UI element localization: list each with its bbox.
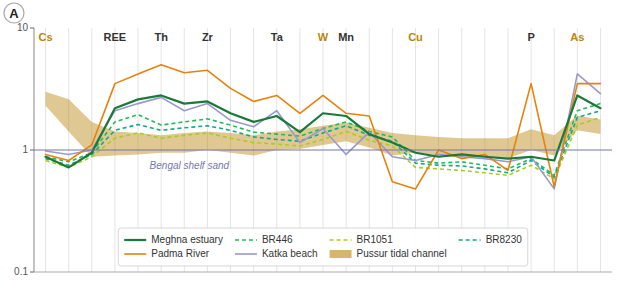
y-tick-label: 10 <box>17 22 29 33</box>
annotation: Cu <box>408 31 423 43</box>
annotation: REE <box>104 31 127 43</box>
legend-label: BR1051 <box>357 234 394 245</box>
legend: Meghna estuary BR446 BR1051 BR8230 Padma Riv… <box>118 228 528 266</box>
annotation: Cs <box>39 31 53 43</box>
legend-swatch <box>235 239 257 241</box>
plot-area <box>34 65 612 189</box>
line <box>46 65 601 189</box>
legend-label: Katka beach <box>262 248 318 259</box>
legend-item: Pussur tidal channel <box>330 248 447 259</box>
annotation: W <box>318 31 329 43</box>
legend-item: Meghna estuary <box>124 234 223 245</box>
chart: 0.1 1 10 Cs REE Th Zr Ta W Mn Cu P As Bengal shelf sa… <box>0 0 621 282</box>
legend-swatch <box>330 250 352 258</box>
panel-label: A <box>4 3 24 23</box>
panel-label-text: A <box>9 6 19 21</box>
annotation: Zr <box>202 31 214 43</box>
legend-swatch <box>124 253 146 255</box>
annotation: P <box>527 31 534 43</box>
legend-label: BR446 <box>262 234 293 245</box>
legend-label: BR8230 <box>486 234 523 245</box>
legend-item: BR446 <box>235 234 293 245</box>
annotation: As <box>570 31 584 43</box>
legend-item: Padma River <box>124 248 209 259</box>
legend-swatch <box>235 253 257 255</box>
line <box>46 74 601 189</box>
legend-item: BR1051 <box>330 234 394 245</box>
y-tick <box>30 28 34 29</box>
legend-frame <box>118 228 528 266</box>
legend-item: Katka beach <box>235 248 318 259</box>
y-tick-label: 1 <box>22 144 28 155</box>
y-tick <box>30 272 34 273</box>
legend-item: BR8230 <box>459 234 523 245</box>
legend-swatch <box>124 239 146 241</box>
line <box>46 95 601 167</box>
legend-label: Pussur tidal channel <box>357 248 447 259</box>
legend-label: Meghna estuary <box>151 234 223 245</box>
legend-swatch <box>330 239 352 241</box>
annotation: Th <box>154 31 168 43</box>
legend-label: Padma River <box>151 248 209 259</box>
legend-swatch <box>459 239 481 241</box>
line <box>46 111 601 177</box>
annotations: Cs REE Th Zr Ta W Mn Cu P As Bengal shelf sand <box>39 31 585 171</box>
panel-label-circle <box>4 3 24 23</box>
y-tick <box>30 150 34 151</box>
note: Bengal shelf sand <box>150 160 230 171</box>
axes: 0.1 1 10 <box>14 22 612 277</box>
annotation: Ta <box>271 31 284 43</box>
x-axis-line <box>34 272 612 273</box>
y-tick-label: 0.1 <box>14 266 28 277</box>
annotation: Mn <box>338 31 354 43</box>
reference-line <box>34 149 612 150</box>
line <box>46 117 601 178</box>
